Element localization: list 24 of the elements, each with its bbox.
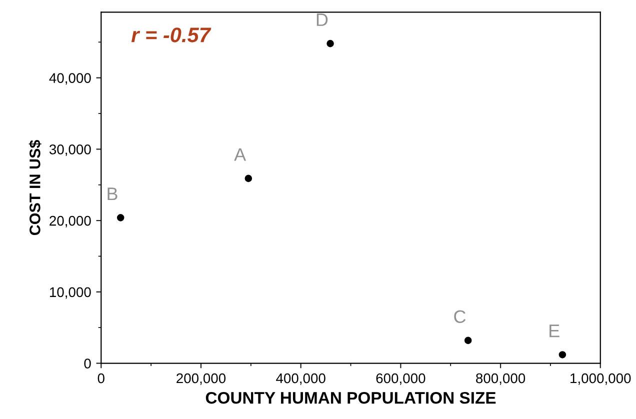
annotation: E: [550, 324, 560, 338]
annotation: C: [454, 310, 466, 323]
annotation: B: [108, 188, 118, 200]
x-tick-label: 400,000: [276, 373, 326, 385]
x-tick-label: 200,000: [176, 373, 226, 385]
y-tick-label: 30,000: [49, 144, 91, 156]
y-tick-label: 0: [84, 358, 91, 368]
x-tick-label: 0: [98, 373, 104, 384]
annotation: r = -0.57: [131, 28, 212, 42]
point: [116, 214, 124, 222]
y-tick-label: 20,000: [50, 216, 91, 228]
y-tick-label: 40,000: [49, 73, 91, 85]
y-axis-title: COST IN US$: [28, 140, 42, 236]
x-tick-label: 600,000: [376, 373, 426, 385]
annotation: A: [234, 148, 246, 161]
y-tick-label: 10,000: [50, 287, 91, 299]
point: [244, 174, 252, 182]
point: [326, 40, 334, 48]
x-tick-label: 1,000,000: [570, 373, 631, 385]
x-tick-label: 800,000: [476, 373, 526, 385]
point: [464, 336, 472, 344]
point: [558, 351, 566, 358]
annotation: D: [316, 13, 328, 26]
x-axis-title: COUNTY HUMAN POPULATION SIZE: [206, 392, 496, 404]
